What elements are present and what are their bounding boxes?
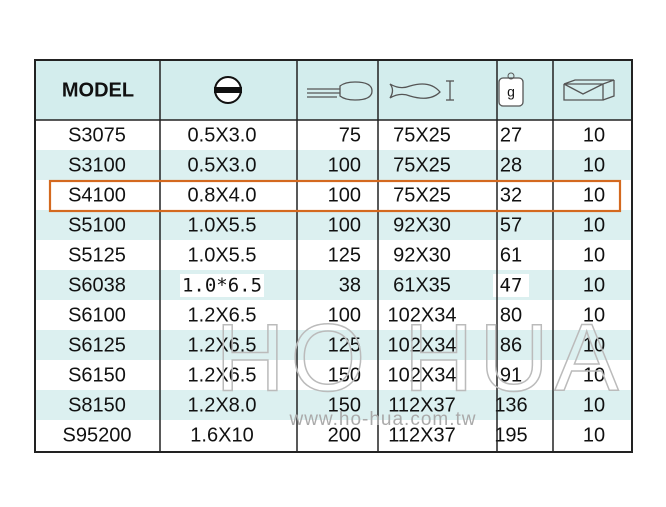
cell-patch [493, 274, 529, 297]
cell: 28 [500, 154, 522, 176]
highlight-row [48, 179, 622, 213]
cell: 86 [500, 334, 522, 356]
cell: S95200 [63, 424, 132, 446]
cell: 10 [583, 394, 605, 416]
cell: 47 [500, 275, 523, 297]
row-bg [35, 210, 632, 240]
cell: 100 [328, 154, 361, 176]
table-border [34, 59, 633, 453]
header-bg [35, 60, 632, 120]
cell: 1.6X10 [190, 424, 253, 446]
cell: 38 [339, 274, 361, 296]
cell: 1.2X6.5 [188, 364, 257, 386]
cell: 1.0*6.5 [182, 275, 262, 297]
cell: 125 [328, 334, 361, 356]
watermark-url: www.ho-hua.com.tw [288, 409, 476, 430]
cell: 195 [494, 424, 527, 446]
row-bg [35, 360, 632, 390]
cell: 200 [328, 424, 361, 446]
cell: 10 [583, 124, 605, 146]
length-icon [307, 81, 373, 101]
box-icon [563, 79, 615, 101]
handle-icon [389, 80, 454, 101]
row-bg [35, 390, 632, 420]
cell: S4100 [68, 184, 126, 206]
row-bg [35, 120, 632, 150]
watermark-brand: HO HUA [215, 304, 624, 411]
cell: 91 [500, 364, 522, 386]
cell: 92X30 [393, 244, 451, 266]
cell: 100 [328, 214, 361, 236]
slot-bar [214, 87, 242, 93]
weight-ring [507, 72, 515, 80]
cell: S8150 [68, 394, 126, 416]
cell: 0.5X3.0 [188, 124, 257, 146]
row-bg [35, 150, 632, 180]
weight-unit: g [507, 84, 515, 100]
row-bg [35, 270, 632, 300]
cell: 150 [328, 364, 361, 386]
header-model: MODEL [62, 79, 134, 101]
cell: 112X37 [388, 394, 455, 416]
cell: 1.0X5.5 [188, 214, 257, 236]
cell: 10 [583, 244, 605, 266]
cell: 102X34 [388, 334, 457, 356]
cell: 1.2X8.0 [188, 394, 257, 416]
row-bg [35, 420, 632, 450]
cell: S6150 [68, 364, 126, 386]
cell: 80 [500, 304, 522, 326]
cell: 102X34 [388, 304, 457, 326]
cell: S6100 [68, 304, 126, 326]
rows: S3075 0.5X3.0 75 75X25 27 10 S3100 0.5X3.0 100 75… [35, 120, 632, 450]
cell: 1.0X5.5 [188, 244, 257, 266]
cell: 0.8X4.0 [188, 184, 257, 206]
cell: S3100 [68, 154, 126, 176]
cell: 100 [328, 184, 361, 206]
cell: 1.2X6.5 [188, 334, 257, 356]
cell: S6038 [68, 274, 126, 296]
cell: 0.5X3.0 [188, 154, 257, 176]
cell: 61 [500, 244, 522, 266]
row-bg [35, 300, 632, 330]
cell: 10 [583, 274, 605, 296]
cell: 10 [583, 154, 605, 176]
cell: 75X25 [393, 154, 451, 176]
cell: 10 [583, 304, 605, 326]
cell: 150 [328, 394, 361, 416]
cell: 10 [583, 424, 605, 446]
cell: 102X34 [388, 364, 457, 386]
row-bg [35, 330, 632, 360]
cell: 75X25 [393, 184, 451, 206]
row-bg [35, 180, 632, 210]
cell: 61X35 [393, 274, 451, 296]
cell: 112X37 [388, 424, 455, 446]
cell: 10 [583, 184, 605, 206]
cell: S5100 [68, 214, 126, 236]
row-bg [35, 240, 632, 270]
cell: S5125 [68, 244, 126, 266]
cell: 75X25 [393, 124, 451, 146]
cell: 75 [339, 124, 361, 146]
cell: 125 [328, 244, 361, 266]
cell: 100 [328, 304, 361, 326]
cell-patch [180, 274, 264, 297]
cell: 1.2X6.5 [188, 304, 257, 326]
cell: 57 [500, 214, 522, 236]
cell: 10 [583, 334, 605, 356]
cell: 32 [500, 184, 522, 206]
cell: 92X30 [393, 214, 451, 236]
cell: S3075 [68, 124, 126, 146]
grid [34, 59, 633, 453]
cell: 136 [494, 394, 527, 416]
cell: S6125 [68, 334, 126, 356]
weight-icon [498, 77, 524, 107]
cell: 10 [583, 364, 605, 386]
cell: 27 [500, 124, 522, 146]
cell: 10 [583, 214, 605, 236]
